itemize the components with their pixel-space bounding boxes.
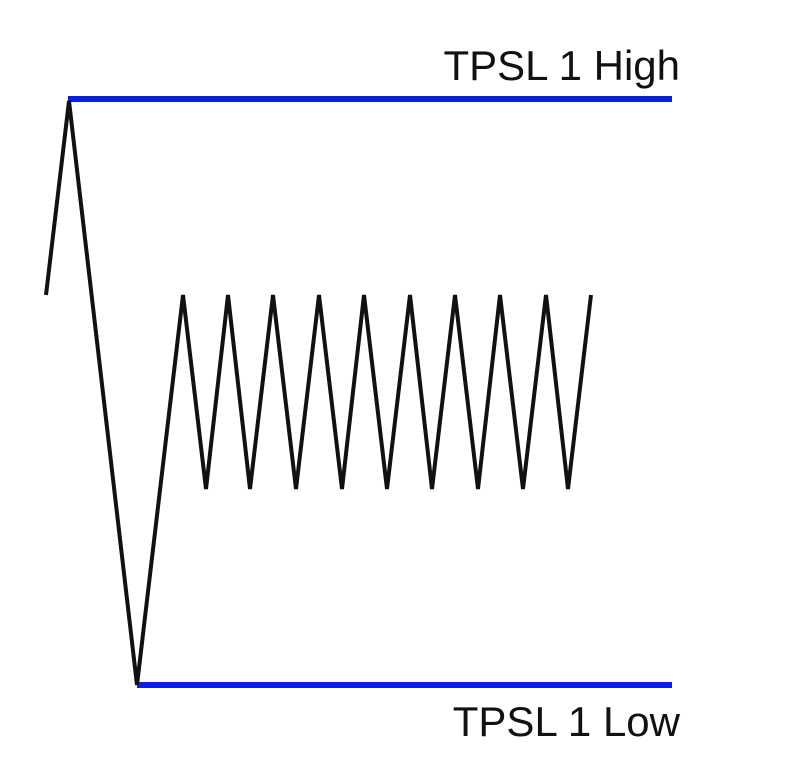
tpsl-low-label: TPSL 1 Low — [453, 698, 681, 745]
tpsl-high-label: TPSL 1 High — [443, 42, 680, 89]
price-path-line — [44, 100, 593, 686]
